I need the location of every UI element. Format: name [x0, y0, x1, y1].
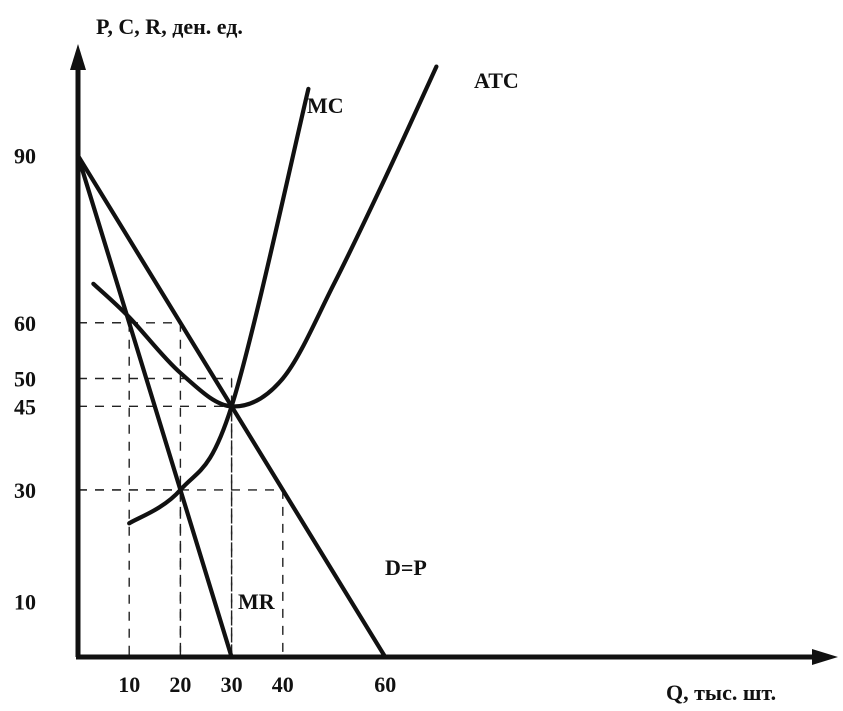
x-tick-label: 10 [118, 672, 140, 697]
y-tick-label: 45 [14, 394, 36, 419]
series-label-atc: ATC [474, 68, 519, 93]
y-tick-label: 10 [14, 589, 36, 614]
y-tick-label: 90 [14, 144, 36, 169]
curves [75, 64, 439, 660]
x-axis-label: Q, тыс. шт. [666, 680, 776, 705]
axes [70, 44, 838, 665]
x-tick-label: 20 [169, 672, 191, 697]
series-mr-line [75, 153, 234, 660]
series-atc-line [91, 64, 439, 409]
series-label-demand: D=P [385, 555, 427, 580]
x-tick-label: 30 [221, 672, 243, 697]
series-label-mr: MR [238, 589, 276, 614]
x-axis-arrow [812, 649, 838, 665]
y-tick-label: 60 [14, 311, 36, 336]
x-tick-label: 40 [272, 672, 294, 697]
y-axis-arrow [70, 44, 86, 70]
y-axis-label: P, C, R, ден. ед. [96, 14, 243, 39]
y-tick-label: 50 [14, 367, 36, 392]
y-tick-label: 30 [14, 478, 36, 503]
x-tick-label: 60 [374, 672, 396, 697]
series-mc-line [127, 86, 311, 526]
series-label-mc: MC [307, 93, 344, 118]
